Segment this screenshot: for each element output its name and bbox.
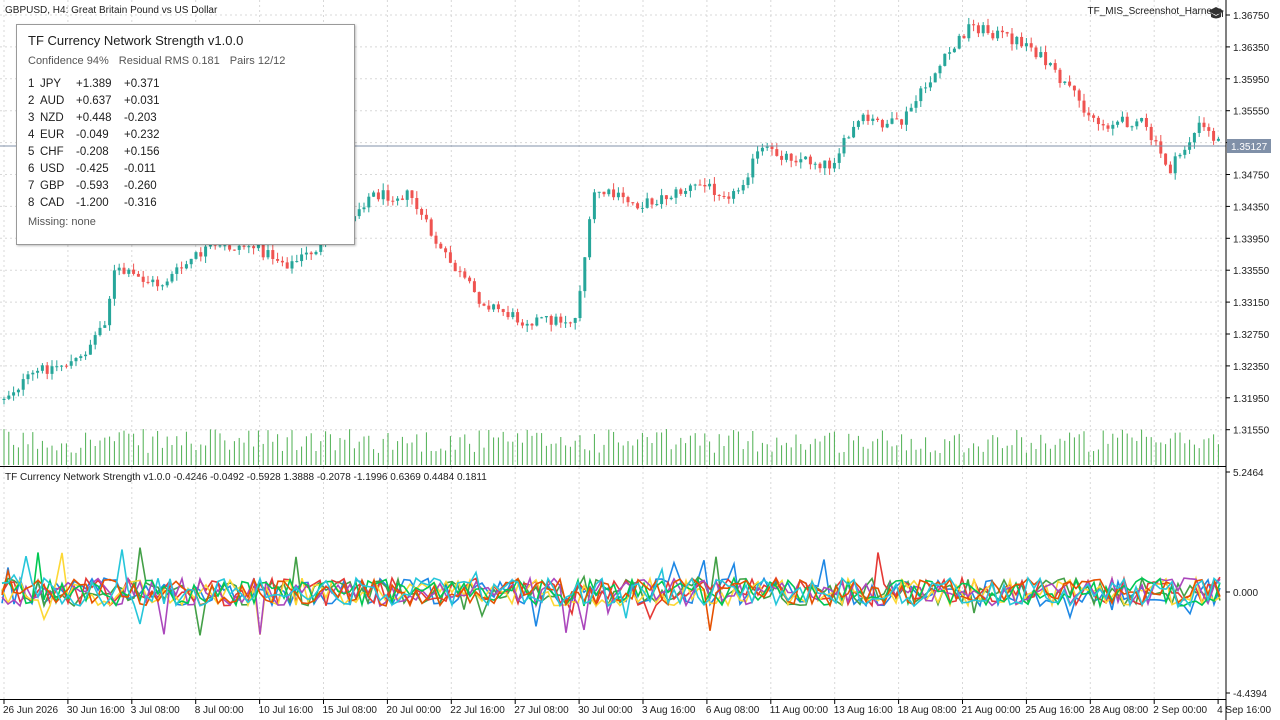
ranking-row: 2 AUD +0.637 +0.031 bbox=[28, 95, 172, 110]
currency-code: JPY bbox=[40, 78, 62, 90]
time-tick-label: 11 Aug 00:00 bbox=[770, 705, 829, 716]
strength-value: -0.049 bbox=[76, 129, 109, 141]
pairs-value: Pairs 12/12 bbox=[229, 55, 286, 67]
price-tick-label: 1.35550 bbox=[1233, 107, 1270, 118]
time-tick-label: 4 Sep 16:00 bbox=[1217, 705, 1271, 716]
price-tick-label: 1.35950 bbox=[1233, 75, 1270, 86]
price-axis[interactable]: 1.367501.363501.359501.355501.351501.347… bbox=[1226, 11, 1270, 437]
current-price-marker: 1.35127 bbox=[1227, 139, 1271, 153]
currency-code: NZD bbox=[40, 112, 64, 124]
strength-change: -0.316 bbox=[124, 197, 157, 209]
strength-series-line bbox=[1, 549, 1221, 625]
price-tick-label: 1.31950 bbox=[1233, 394, 1270, 405]
time-tick-label: 3 Jul 08:00 bbox=[131, 705, 180, 716]
rank-number: 6 bbox=[28, 163, 35, 175]
indicator-tick-label: 0.000 bbox=[1233, 588, 1258, 599]
time-tick-label: 13 Aug 16:00 bbox=[834, 705, 893, 716]
indicator-tick-label: 5.2464 bbox=[1233, 468, 1264, 479]
strength-value: -0.593 bbox=[76, 180, 109, 192]
strength-value: -0.425 bbox=[76, 163, 109, 175]
price-tick-label: 1.36750 bbox=[1233, 11, 1270, 22]
time-tick-label: 26 Jun 2026 bbox=[3, 705, 58, 716]
strength-change: +0.371 bbox=[124, 78, 160, 90]
time-tick-label: 6 Aug 08:00 bbox=[706, 705, 760, 716]
strength-value: +0.637 bbox=[76, 95, 112, 107]
price-tick-label: 1.33950 bbox=[1233, 234, 1270, 245]
ranking-row: 1 JPY +1.389 +0.371 bbox=[28, 78, 172, 93]
panel-title: TF Currency Network Strength v1.0.0 bbox=[28, 33, 244, 48]
strength-change: +0.156 bbox=[124, 146, 160, 158]
chart-symbol-header: GBPUSD, H4: Great Britain Pound vs US Do… bbox=[5, 5, 218, 16]
ranking-row: 7 GBP -0.593 -0.260 bbox=[28, 180, 172, 195]
price-tick-label: 1.34750 bbox=[1233, 171, 1270, 182]
time-axis[interactable]: 26 Jun 2026 30 Jun 16:00 3 Jul 08:00 8 Jul … bbox=[3, 700, 1271, 716]
strength-value: -1.200 bbox=[76, 197, 109, 209]
indicator-label: TF Currency Network Strength v1.0.0 -0.4… bbox=[5, 472, 487, 483]
indicator-tick-label: -4.4394 bbox=[1233, 689, 1267, 700]
strength-change: -0.260 bbox=[124, 180, 157, 192]
strength-change: -0.011 bbox=[124, 163, 156, 175]
expert-advisor-name[interactable]: TF_MIS_Screenshot_Harness bbox=[1087, 6, 1222, 17]
price-tick-label: 1.36350 bbox=[1233, 43, 1270, 54]
time-tick-label: 30 Jul 00:00 bbox=[578, 705, 633, 716]
strength-change: +0.031 bbox=[124, 95, 160, 107]
time-tick-label: 2 Sep 00:00 bbox=[1153, 705, 1207, 716]
time-tick-label: 21 Aug 00:00 bbox=[962, 705, 1021, 716]
price-tick-label: 1.32350 bbox=[1233, 362, 1270, 373]
ranking-row: 3 NZD +0.448 -0.203 bbox=[28, 112, 172, 127]
indicator-axis: 5.2464 0.000 -4.4394 bbox=[1226, 468, 1267, 700]
strength-change: -0.203 bbox=[124, 112, 157, 124]
price-tick-label: 1.31550 bbox=[1233, 426, 1270, 437]
strength-value: +1.389 bbox=[76, 78, 112, 90]
rank-number: 1 bbox=[28, 78, 35, 90]
rank-number: 5 bbox=[28, 146, 35, 158]
time-tick-label: 20 Jul 00:00 bbox=[386, 705, 441, 716]
time-tick-label: 27 Jul 08:00 bbox=[514, 705, 569, 716]
time-tick-label: 30 Jun 16:00 bbox=[67, 705, 125, 716]
rank-number: 7 bbox=[28, 180, 35, 192]
rank-number: 8 bbox=[28, 197, 35, 209]
rank-number: 2 bbox=[28, 95, 35, 107]
ranking-row: 6 USD -0.425 -0.011 bbox=[28, 163, 172, 178]
strength-series-line bbox=[1, 552, 1221, 609]
time-tick-label: 3 Aug 16:00 bbox=[642, 705, 696, 716]
currency-strength-panel: TF Currency Network Strength v1.0.0 Conf… bbox=[16, 24, 355, 245]
currency-code: GBP bbox=[40, 180, 65, 192]
panel-stats: Confidence 94% Residual RMS 0.181 Pairs … bbox=[28, 55, 292, 67]
indicator-strength-lines bbox=[1, 547, 1221, 636]
price-tick-label: 1.33150 bbox=[1233, 298, 1270, 309]
ranking-row: 4 EUR -0.049 +0.232 bbox=[28, 129, 172, 144]
strength-value: -0.208 bbox=[76, 146, 109, 158]
currency-code: CHF bbox=[40, 146, 64, 158]
time-tick-label: 15 Jul 08:00 bbox=[323, 705, 378, 716]
price-tick-label: 1.34350 bbox=[1233, 202, 1270, 213]
time-tick-label: 10 Jul 16:00 bbox=[259, 705, 314, 716]
ranking-row: 8 CAD -1.200 -0.316 bbox=[28, 197, 172, 212]
rank-number: 3 bbox=[28, 112, 35, 124]
current-price-label: 1.35127 bbox=[1231, 142, 1268, 153]
strength-series-line bbox=[1, 552, 1221, 621]
strength-value: +0.448 bbox=[76, 112, 112, 124]
confidence-value: Confidence 94% bbox=[28, 55, 109, 67]
price-tick-label: 1.32750 bbox=[1233, 330, 1270, 341]
ranking-row: 5 CHF -0.208 +0.156 bbox=[28, 146, 172, 161]
missing-pairs-text: Missing: none bbox=[28, 216, 96, 228]
graduation-cap-icon[interactable] bbox=[1208, 6, 1224, 20]
currency-code: AUD bbox=[40, 95, 65, 107]
time-tick-label: 28 Aug 08:00 bbox=[1089, 705, 1148, 716]
time-tick-label: 8 Jul 00:00 bbox=[195, 705, 244, 716]
time-tick-label: 22 Jul 16:00 bbox=[450, 705, 505, 716]
volume-histogram bbox=[3, 429, 1219, 465]
time-tick-label: 18 Aug 08:00 bbox=[898, 705, 957, 716]
currency-code: CAD bbox=[40, 197, 65, 209]
currency-code: USD bbox=[40, 163, 65, 175]
time-tick-label: 25 Aug 16:00 bbox=[1025, 705, 1084, 716]
price-tick-label: 1.33550 bbox=[1233, 266, 1270, 277]
residual-rms-value: Residual RMS 0.181 bbox=[118, 55, 220, 67]
strength-change: +0.232 bbox=[124, 129, 160, 141]
rank-number: 4 bbox=[28, 129, 35, 141]
currency-code: EUR bbox=[40, 129, 65, 141]
